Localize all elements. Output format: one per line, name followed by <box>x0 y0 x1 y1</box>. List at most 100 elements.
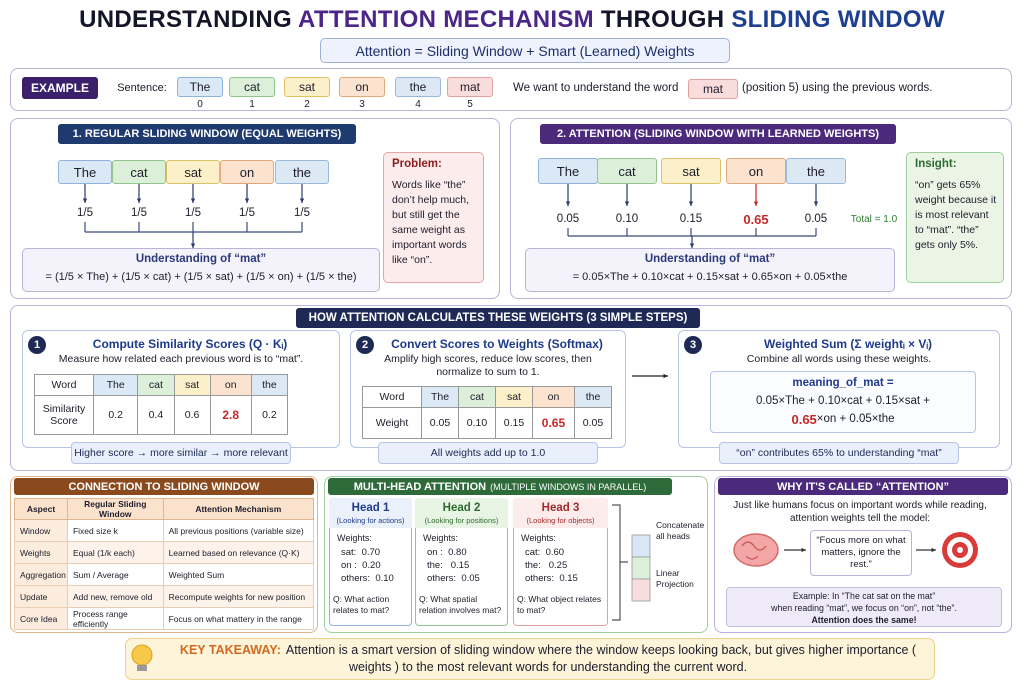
head-weight: sat: 0.70 <box>341 547 381 558</box>
table-cell: The <box>92 374 139 396</box>
projection-label: Linear Projection <box>656 568 694 589</box>
quote-box: “Focus more on what matters, ignore the … <box>810 530 912 576</box>
table-cell: All previous positions (variable size) <box>162 519 315 542</box>
example-text: (position 5) using the previous words. <box>742 82 933 94</box>
weight-label: 0.65 <box>743 211 769 227</box>
formula-title: meaning_of_mat = <box>792 377 894 389</box>
table-cell: cat <box>457 386 496 408</box>
table-cell: 0.65 <box>531 407 575 439</box>
why-text: Just like humans focus on important word… <box>733 500 987 524</box>
step-note: “on” contributes 65% to understanding “m… <box>719 442 959 464</box>
takeaway-panel <box>125 638 935 680</box>
table-cell: 0.05 <box>421 407 459 439</box>
problem-title: Problem: <box>392 158 442 170</box>
weight-label: 0.05 <box>804 213 828 225</box>
title-part: UNDERSTANDING <box>79 6 299 33</box>
panel-banner: 1. REGULAR SLIDING WINDOW (EQUAL WEIGHTS… <box>58 124 356 144</box>
connection-table: Aspect Regular Sliding Window Attention Me… <box>14 498 315 630</box>
example-box <box>726 587 1002 627</box>
head-header <box>329 498 412 528</box>
result-box <box>22 248 380 292</box>
head-weight: on : 0.80 <box>427 547 467 558</box>
table-cell: The <box>421 386 459 408</box>
total-label: Total = 1.0 <box>850 213 898 225</box>
table-cell: on <box>531 386 575 408</box>
word-token: sat <box>284 77 330 97</box>
position-label: 5 <box>467 98 473 110</box>
table-cell: Focus on what mattery in the range <box>162 607 315 630</box>
table-cell: Weighted Sum <box>162 563 315 586</box>
sentence-label: Sentence: <box>117 82 167 94</box>
head-weight: on : 0.20 <box>341 560 381 571</box>
head-weight: others: 0.10 <box>341 573 394 584</box>
banner-subtitle: (MULTIPLE WINDOWS IN PARALLEL) <box>490 481 647 492</box>
insight-title: Insight: <box>915 158 957 170</box>
table-cell: Fixed size k <box>66 519 164 542</box>
step-number: 2 <box>356 336 374 354</box>
table-row: Update Add new, remove old Recompute weigh… <box>14 585 315 608</box>
table-cell: Weight <box>362 407 422 439</box>
table-cell: Similarity Score <box>34 395 94 435</box>
word-token: on <box>339 77 385 97</box>
panel-banner: WHY IT'S CALLED “ATTENTION” <box>718 478 1008 495</box>
table-cell: 0.15 <box>494 407 533 439</box>
table-cell: Word <box>362 386 422 408</box>
result-title: Understanding of “mat” <box>644 253 776 265</box>
panel-banner: CONNECTION TO SLIDING WINDOW <box>14 478 314 495</box>
word-token: on <box>726 158 786 184</box>
table-cell: Add new, remove old <box>66 585 164 608</box>
table-row: Word The cat sat on the <box>362 386 613 408</box>
weight-label: 1/5 <box>185 207 201 219</box>
subtitle: Attention = Sliding Window + Smart (Lear… <box>320 38 730 63</box>
weights-label: Weights: <box>423 533 458 543</box>
head-focus: (Looking for positions) <box>424 516 499 525</box>
step-title: Convert Scores to Weights (Softmax) <box>391 337 603 351</box>
position-label: 1 <box>249 98 255 110</box>
weights-label: Weights: <box>521 533 556 543</box>
banner-title: MULTI-HEAD ATTENTION <box>353 480 487 493</box>
title: UNDERSTANDING ATTENTION MECHANISM THROUG… <box>0 6 1024 34</box>
word-token: the <box>395 77 441 97</box>
insight-text: “on” gets 65% weight because it is most … <box>915 179 997 251</box>
panel-banner: MULTI-HEAD ATTENTION (MULTIPLE WINDOWS IN… <box>328 478 672 495</box>
head-weight: others: 0.15 <box>525 573 578 584</box>
head-weight: the: 0.15 <box>427 560 470 571</box>
table-cell: Recompute weights for new position <box>162 585 315 608</box>
head-weight: cat: 0.60 <box>525 547 565 558</box>
table-cell: sat <box>494 386 533 408</box>
table-header: Attention Mechanism <box>162 498 315 520</box>
word-token: mat <box>688 79 738 99</box>
table-cell: the <box>250 374 289 396</box>
table-row: Weights Equal (1/k each) Learned based on … <box>14 541 315 564</box>
weights-label: Weights: <box>337 533 372 543</box>
word-token: the <box>275 160 329 184</box>
formula: = (1/5 × The) + (1/5 × cat) + (1/5 × sat… <box>45 271 357 283</box>
takeaway-text: KEY TAKEAWAY: Attention is a smart versio… <box>172 642 924 678</box>
word-token: on <box>220 160 274 184</box>
head-header <box>513 498 608 528</box>
step-table: Word The cat sat on the Similarity Score 0.2 0.4… <box>34 374 289 435</box>
step-note: Higher score → more similar → more relev… <box>71 442 291 464</box>
table-cell: 0.6 <box>173 395 211 435</box>
head-name: Head 2 <box>442 502 481 514</box>
step-number: 1 <box>28 336 46 354</box>
word-token: The <box>538 158 598 184</box>
table-cell: Aggregation <box>14 563 68 586</box>
step-title: Compute Similarity Scores (Q · Kᵢ) <box>92 337 288 351</box>
panel-banner: 2. ATTENTION (SLIDING WINDOW WITH LEARNE… <box>540 124 896 144</box>
table-cell: 0.05 <box>573 407 613 439</box>
table-cell: Window <box>14 519 68 542</box>
panel-banner: HOW ATTENTION CALCULATES THESE WEIGHTS (… <box>296 308 700 328</box>
position-label: 2 <box>304 98 310 110</box>
problem-box <box>383 152 484 283</box>
word-token: mat <box>447 77 493 97</box>
word-token: sat <box>661 158 721 184</box>
problem-text: Words like “the” don’t help much, but st… <box>392 179 470 266</box>
table-row: Core Idea Process range efficiently Focus … <box>14 607 315 630</box>
table-cell: 0.10 <box>457 407 496 439</box>
word-token: The <box>177 77 223 97</box>
insight-box <box>906 152 1004 283</box>
title-part: ATTENTION MECHANISM <box>298 6 594 33</box>
title-part: SLIDING WINDOW <box>731 6 945 33</box>
table-cell: cat <box>137 374 175 396</box>
